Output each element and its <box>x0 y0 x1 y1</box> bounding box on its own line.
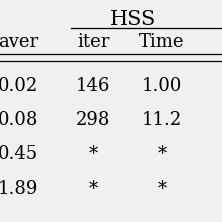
Text: *: * <box>157 180 167 198</box>
Text: 1.89: 1.89 <box>0 180 38 198</box>
Text: 0.08: 0.08 <box>0 111 38 129</box>
Text: aver: aver <box>0 33 38 51</box>
Text: 298: 298 <box>76 111 110 129</box>
Text: 0.45: 0.45 <box>0 145 38 163</box>
Text: 146: 146 <box>76 77 110 95</box>
Text: Time: Time <box>139 33 185 51</box>
Text: *: * <box>89 145 98 163</box>
Text: 1.00: 1.00 <box>142 77 182 95</box>
Text: *: * <box>157 145 167 163</box>
Text: 0.02: 0.02 <box>0 77 38 95</box>
Text: 11.2: 11.2 <box>142 111 182 129</box>
Text: HSS: HSS <box>110 10 156 29</box>
Text: *: * <box>89 180 98 198</box>
Text: iter: iter <box>77 33 109 51</box>
